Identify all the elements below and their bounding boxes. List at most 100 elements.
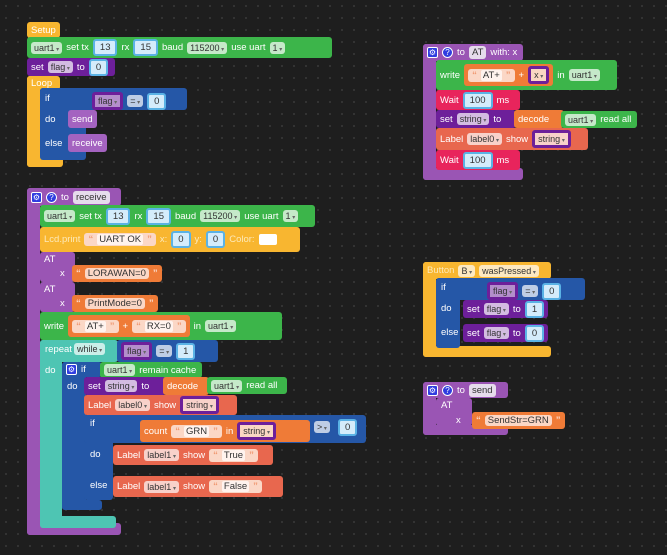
read-all-block[interactable]: uart1read all bbox=[207, 377, 287, 394]
uart-num-dropdown[interactable]: 1 bbox=[282, 210, 299, 222]
gear-icon[interactable]: ⚙ bbox=[31, 191, 42, 203]
string-block[interactable]: “PrintMode=0” bbox=[72, 295, 158, 312]
x-var[interactable]: x bbox=[528, 66, 550, 84]
operator-dropdown[interactable]: = bbox=[522, 285, 539, 297]
count-block[interactable]: count “GRN” in string bbox=[140, 420, 310, 442]
flag-var[interactable]: flag bbox=[92, 92, 124, 110]
label-show-block[interactable]: Labellabel0showstring bbox=[84, 395, 237, 415]
string-b[interactable]: “RX=0” bbox=[132, 319, 186, 333]
string-value[interactable]: GRN bbox=[184, 425, 210, 437]
uart-dropdown[interactable]: uart1 bbox=[565, 113, 597, 126]
join-block[interactable]: “AT+” + x bbox=[464, 64, 554, 86]
event-dropdown[interactable]: wasPressed bbox=[479, 264, 539, 277]
proc-name-field[interactable]: AT bbox=[468, 46, 487, 59]
value-input[interactable]: 0 bbox=[338, 419, 358, 436]
label-dropdown[interactable]: label0 bbox=[115, 399, 150, 411]
uart-dropdown[interactable]: uart1 bbox=[568, 69, 600, 81]
wait-input[interactable]: 100 bbox=[462, 151, 493, 169]
string-var[interactable]: string bbox=[237, 422, 276, 440]
uart-num-dropdown[interactable]: 1 bbox=[269, 41, 286, 54]
set-string-block[interactable]: setstringto bbox=[84, 377, 166, 395]
string-value[interactable]: SendStr=GRN bbox=[484, 415, 552, 426]
uart-dropdown[interactable]: uart1 bbox=[31, 41, 63, 54]
help-icon[interactable]: ? bbox=[46, 191, 57, 203]
if-cache-block[interactable] bbox=[62, 362, 86, 510]
compare-block[interactable]: flag=0 bbox=[487, 282, 562, 300]
string-var[interactable]: string bbox=[532, 130, 571, 148]
string-value[interactable]: PrintMode=0 bbox=[84, 298, 145, 309]
baud-dropdown[interactable]: 115200 bbox=[187, 41, 228, 54]
gear-icon[interactable]: ⚙ bbox=[427, 47, 438, 58]
var-dropdown[interactable]: string bbox=[104, 380, 138, 392]
join-block[interactable]: “AT+” + “RX=0” bbox=[68, 315, 190, 337]
string-var[interactable]: string bbox=[180, 396, 219, 414]
string-block[interactable]: “SendStr=GRN” bbox=[472, 412, 565, 429]
proc-name-field[interactable]: send bbox=[468, 383, 496, 397]
label-dropdown[interactable]: label1 bbox=[144, 449, 179, 461]
label-show-block[interactable]: Labellabel0showstring bbox=[436, 128, 588, 150]
decode-block[interactable]: decode bbox=[514, 110, 564, 128]
value-input[interactable]: 1 bbox=[524, 300, 545, 318]
set-flag-block[interactable]: setflagto1 bbox=[463, 300, 549, 318]
label-dropdown[interactable]: label0 bbox=[467, 133, 502, 145]
string-a[interactable]: “AT+” bbox=[468, 68, 515, 82]
proc-name-field[interactable]: receive bbox=[72, 190, 110, 204]
compare-block[interactable]: flag=0 bbox=[92, 92, 167, 110]
string-value[interactable]: True bbox=[221, 449, 246, 461]
text-input[interactable]: “False” bbox=[209, 480, 262, 493]
flag-var[interactable]: flag bbox=[121, 342, 153, 360]
var-dropdown[interactable]: string bbox=[456, 113, 490, 125]
rx-input[interactable]: 15 bbox=[133, 39, 158, 56]
operator-dropdown[interactable]: = bbox=[127, 95, 144, 107]
string-value[interactable]: False bbox=[221, 481, 250, 492]
wait-input[interactable]: 100 bbox=[462, 91, 493, 109]
tx-input[interactable]: 13 bbox=[92, 39, 118, 56]
setup-hat[interactable]: Setup bbox=[27, 22, 60, 38]
operator-dropdown[interactable]: = bbox=[156, 345, 173, 357]
uart-dropdown[interactable]: uart1 bbox=[205, 320, 237, 332]
uart-dropdown[interactable]: uart1 bbox=[211, 379, 243, 392]
var-dropdown[interactable]: flag bbox=[483, 303, 509, 315]
string-value[interactable]: AT+ bbox=[84, 320, 106, 332]
help-icon[interactable]: ? bbox=[442, 384, 453, 396]
string-value[interactable]: LORAWAN=0 bbox=[84, 268, 149, 279]
at-call-block[interactable] bbox=[40, 282, 75, 312]
decode-block[interactable]: decode bbox=[163, 377, 209, 395]
label-dropdown[interactable]: label1 bbox=[144, 480, 179, 493]
at-call-block[interactable] bbox=[40, 252, 75, 282]
write-block[interactable]: write “AT+” + “RX=0” in uart1 bbox=[40, 312, 282, 340]
flag-var[interactable]: flag bbox=[487, 282, 519, 300]
uart-dropdown[interactable]: uart1 bbox=[44, 210, 76, 222]
at-call-block[interactable] bbox=[436, 398, 472, 426]
value-input[interactable]: 0 bbox=[147, 92, 167, 110]
call-receive-block[interactable]: receive bbox=[68, 134, 107, 152]
text-input[interactable]: “True” bbox=[209, 448, 258, 462]
value-input[interactable]: 0 bbox=[542, 282, 562, 300]
text-input[interactable]: “GRN” bbox=[171, 424, 222, 438]
text-value[interactable]: UART OK bbox=[97, 234, 144, 245]
button-dropdown[interactable]: B bbox=[458, 264, 476, 277]
string-value[interactable]: AT+ bbox=[480, 69, 502, 81]
value-input[interactable]: 1 bbox=[176, 342, 196, 360]
operator-dropdown[interactable]: > bbox=[314, 421, 330, 433]
string-a[interactable]: “AT+” bbox=[72, 319, 119, 333]
remain-cache-block[interactable]: uart1remain cache bbox=[100, 362, 202, 378]
var-dropdown[interactable]: flag bbox=[47, 61, 73, 73]
mode-dropdown[interactable]: while bbox=[74, 343, 106, 355]
wait-block[interactable]: Wait 100 ms bbox=[436, 90, 520, 110]
gear-icon[interactable]: ⚙ bbox=[66, 364, 77, 375]
y-input[interactable]: 0 bbox=[205, 231, 226, 248]
repeat-block[interactable] bbox=[40, 340, 62, 528]
uart-dropdown[interactable]: uart1 bbox=[104, 364, 136, 376]
var-dropdown[interactable]: flag bbox=[483, 327, 509, 339]
label-show-block[interactable]: Labellabel1show“False” bbox=[113, 476, 283, 497]
set-flag-block[interactable]: setflagto0 bbox=[463, 324, 549, 342]
text-input[interactable]: “UART OK” bbox=[84, 233, 156, 246]
baud-dropdown[interactable]: 115200 bbox=[200, 210, 241, 222]
help-icon[interactable]: ? bbox=[442, 47, 453, 58]
rx-input[interactable]: 15 bbox=[146, 207, 171, 225]
